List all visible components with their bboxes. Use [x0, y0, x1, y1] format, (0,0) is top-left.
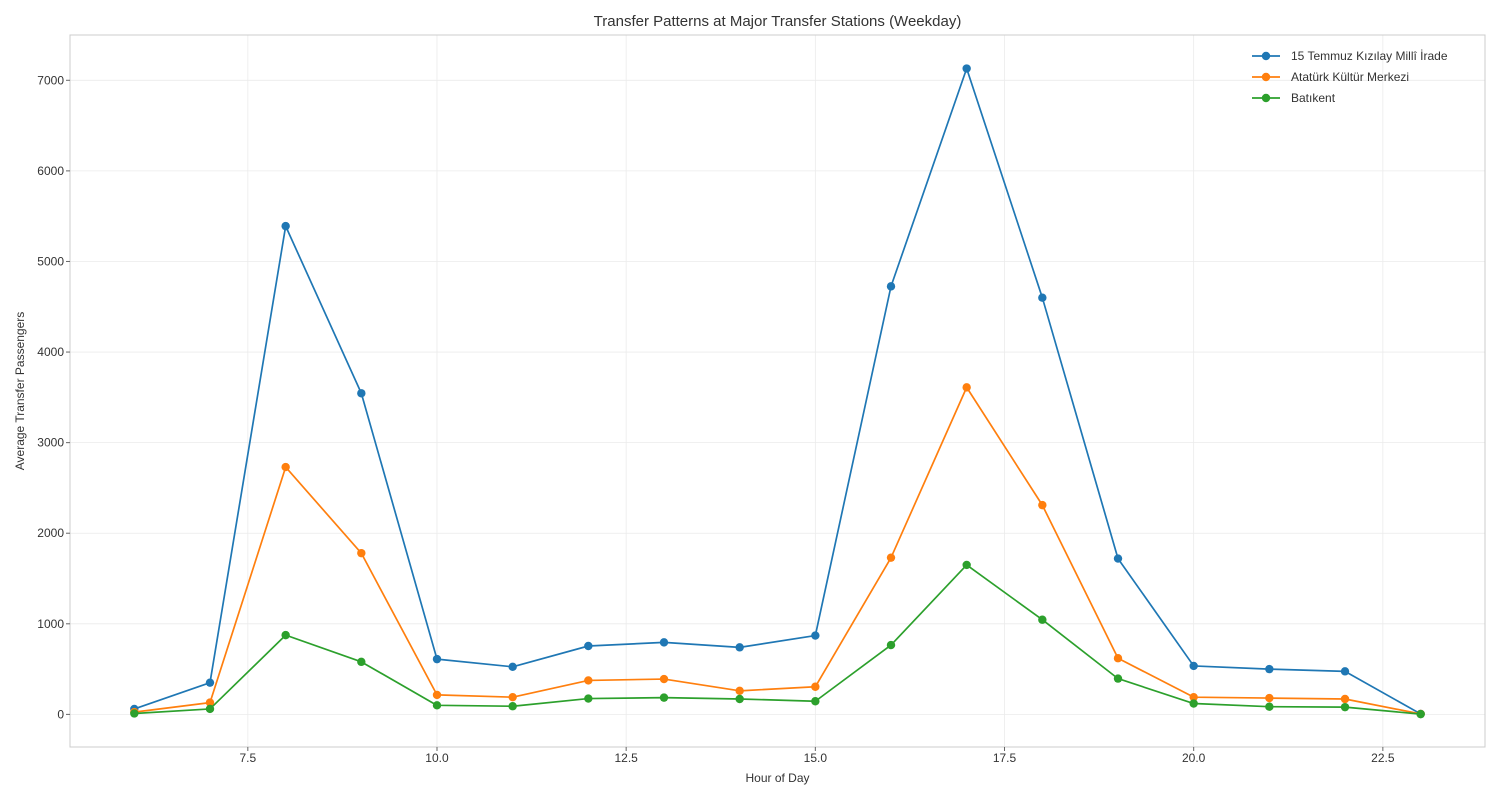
data-point — [584, 641, 593, 651]
data-point — [281, 630, 290, 640]
data-point — [1113, 554, 1123, 563]
data-point — [432, 654, 442, 664]
data-point — [962, 383, 971, 392]
data-point — [205, 704, 215, 714]
data-point — [508, 692, 517, 702]
data-point — [811, 682, 820, 691]
data-point — [735, 686, 744, 696]
data-point — [432, 690, 442, 700]
data-point — [1038, 293, 1047, 302]
data-point — [1265, 702, 1274, 711]
data-point — [811, 697, 820, 706]
data-point — [1265, 664, 1274, 674]
data-point — [886, 553, 896, 562]
legend-item: Atatürk Kültür Merkezi — [1252, 70, 1409, 84]
x-tick-label: 17.5 — [993, 751, 1017, 765]
x-tick-label: 7.5 — [239, 751, 256, 765]
data-point — [1189, 699, 1198, 708]
data-point — [205, 678, 215, 687]
series-line — [134, 386, 1421, 715]
data-point — [1340, 667, 1350, 676]
data-point — [357, 389, 366, 398]
data-point — [1038, 500, 1047, 510]
data-point — [357, 548, 366, 558]
data-point — [659, 693, 669, 702]
data-point — [584, 694, 593, 703]
y-tick-label: 1000 — [37, 617, 64, 631]
legend-label: Atatürk Kültür Merkezi — [1291, 70, 1409, 84]
legend: 15 Temmuz Kızılay Millî İrade Atatürk Kül… — [1252, 49, 1448, 105]
y-axis-label: Average Transfer Passengers — [13, 312, 27, 471]
data-point — [508, 662, 517, 672]
y-tick-label: 3000 — [37, 436, 64, 450]
data-point — [130, 709, 139, 718]
grid — [70, 35, 1485, 747]
series-line — [134, 564, 1421, 715]
series-line — [134, 67, 1422, 715]
data-point — [962, 64, 971, 73]
axis-ticks: 7.5 10.0 12.5 15.0 17.5 20.0 22.5 0 1000 2000 3000… — [37, 73, 1395, 765]
data-point — [432, 701, 442, 710]
data-point — [659, 674, 669, 684]
legend-label: 15 Temmuz Kızılay Millî İrade — [1291, 49, 1448, 63]
data-point — [811, 631, 820, 640]
data-point — [1189, 692, 1198, 702]
legend-item: 15 Temmuz Kızılay Millî İrade — [1252, 49, 1448, 63]
x-tick-label: 15.0 — [804, 751, 828, 765]
x-tick-label: 10.0 — [425, 751, 449, 765]
data-point — [281, 221, 290, 231]
plot-frame — [69, 34, 1486, 748]
data-point — [205, 698, 215, 707]
data-point — [886, 282, 896, 291]
data-point — [962, 560, 971, 570]
legend-item: Batıkent — [1252, 91, 1336, 105]
data-point — [1113, 674, 1123, 683]
series-layer — [130, 64, 1425, 719]
data-point — [584, 676, 593, 685]
data-point — [1265, 693, 1274, 703]
data-point — [659, 638, 669, 647]
data-point — [1038, 615, 1047, 624]
x-tick-label: 20.0 — [1182, 751, 1206, 765]
legend-swatch-marker — [1261, 51, 1271, 61]
data-point — [1416, 709, 1425, 719]
legend-swatch-marker — [1261, 72, 1271, 82]
data-point — [1189, 661, 1198, 671]
data-point — [508, 702, 517, 711]
y-tick-label: 4000 — [37, 345, 64, 359]
legend-swatch-marker — [1261, 93, 1271, 103]
data-point — [281, 462, 290, 472]
data-point — [735, 643, 744, 652]
y-tick-label: 5000 — [37, 254, 64, 268]
x-tick-label: 22.5 — [1371, 751, 1395, 765]
x-axis-label: Hour of Day — [745, 771, 809, 785]
y-tick-label: 0 — [57, 707, 64, 721]
data-point — [735, 694, 744, 704]
data-point — [886, 640, 896, 650]
series-3 — [130, 560, 1425, 719]
data-point — [1340, 702, 1350, 712]
y-tick-label: 6000 — [37, 164, 64, 178]
legend-label: Batıkent — [1291, 91, 1336, 105]
y-tick-label: 2000 — [37, 526, 64, 540]
data-point — [1340, 694, 1350, 704]
chart-title: Transfer Patterns at Major Transfer Stat… — [594, 13, 962, 30]
data-point — [1113, 654, 1123, 663]
y-tick-label: 7000 — [37, 73, 64, 87]
series-1 — [130, 64, 1425, 719]
data-point — [357, 657, 366, 667]
x-tick-label: 12.5 — [614, 751, 638, 765]
